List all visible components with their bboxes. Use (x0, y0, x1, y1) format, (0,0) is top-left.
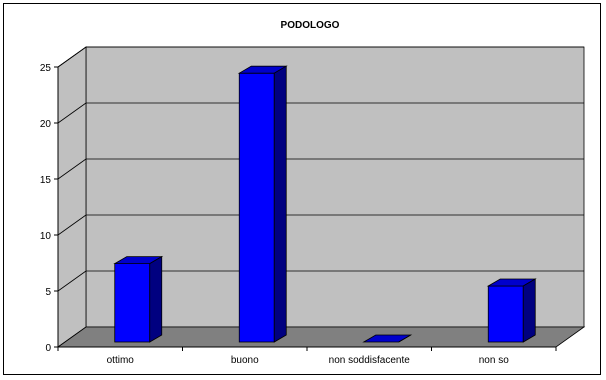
axes (54, 66, 557, 351)
x-tick-label: ottimo (107, 355, 135, 366)
y-tick-label: 20 (40, 119, 52, 130)
gridline-side (57, 102, 87, 124)
bars (113, 65, 537, 343)
side-wall (57, 46, 87, 348)
gridline-side (57, 46, 87, 68)
chart-walls (56, 46, 586, 348)
bar-front (487, 285, 524, 343)
x-tick-label: non so (479, 355, 509, 366)
bar-side (273, 65, 287, 343)
x-tick-labels: ottimo buono non soddisfacente non so (107, 355, 510, 366)
gridline-side (57, 270, 87, 292)
y-tick-label: 15 (40, 175, 52, 186)
bar-side (398, 334, 411, 343)
bar (486, 278, 537, 343)
y-tick-labels: 0 5 10 15 20 25 (40, 63, 52, 354)
bar-front (114, 263, 151, 343)
gridline-side (57, 158, 87, 180)
bar (237, 65, 288, 343)
bar-front (238, 72, 275, 343)
bar (362, 334, 413, 343)
x-tick-label: non soddisfacente (329, 355, 411, 366)
chart-title: PODOLOGO (281, 20, 340, 31)
y-tick-label: 10 (40, 231, 52, 242)
x-tick-label: buono (231, 355, 259, 366)
bar-side (149, 255, 163, 343)
gridline-side (57, 214, 87, 236)
gridlines (57, 46, 584, 292)
y-tick-label: 0 (45, 343, 51, 354)
bar (113, 255, 164, 343)
y-tick-label: 5 (45, 287, 51, 298)
bar-side (522, 278, 536, 343)
y-tick-label: 25 (40, 63, 52, 74)
